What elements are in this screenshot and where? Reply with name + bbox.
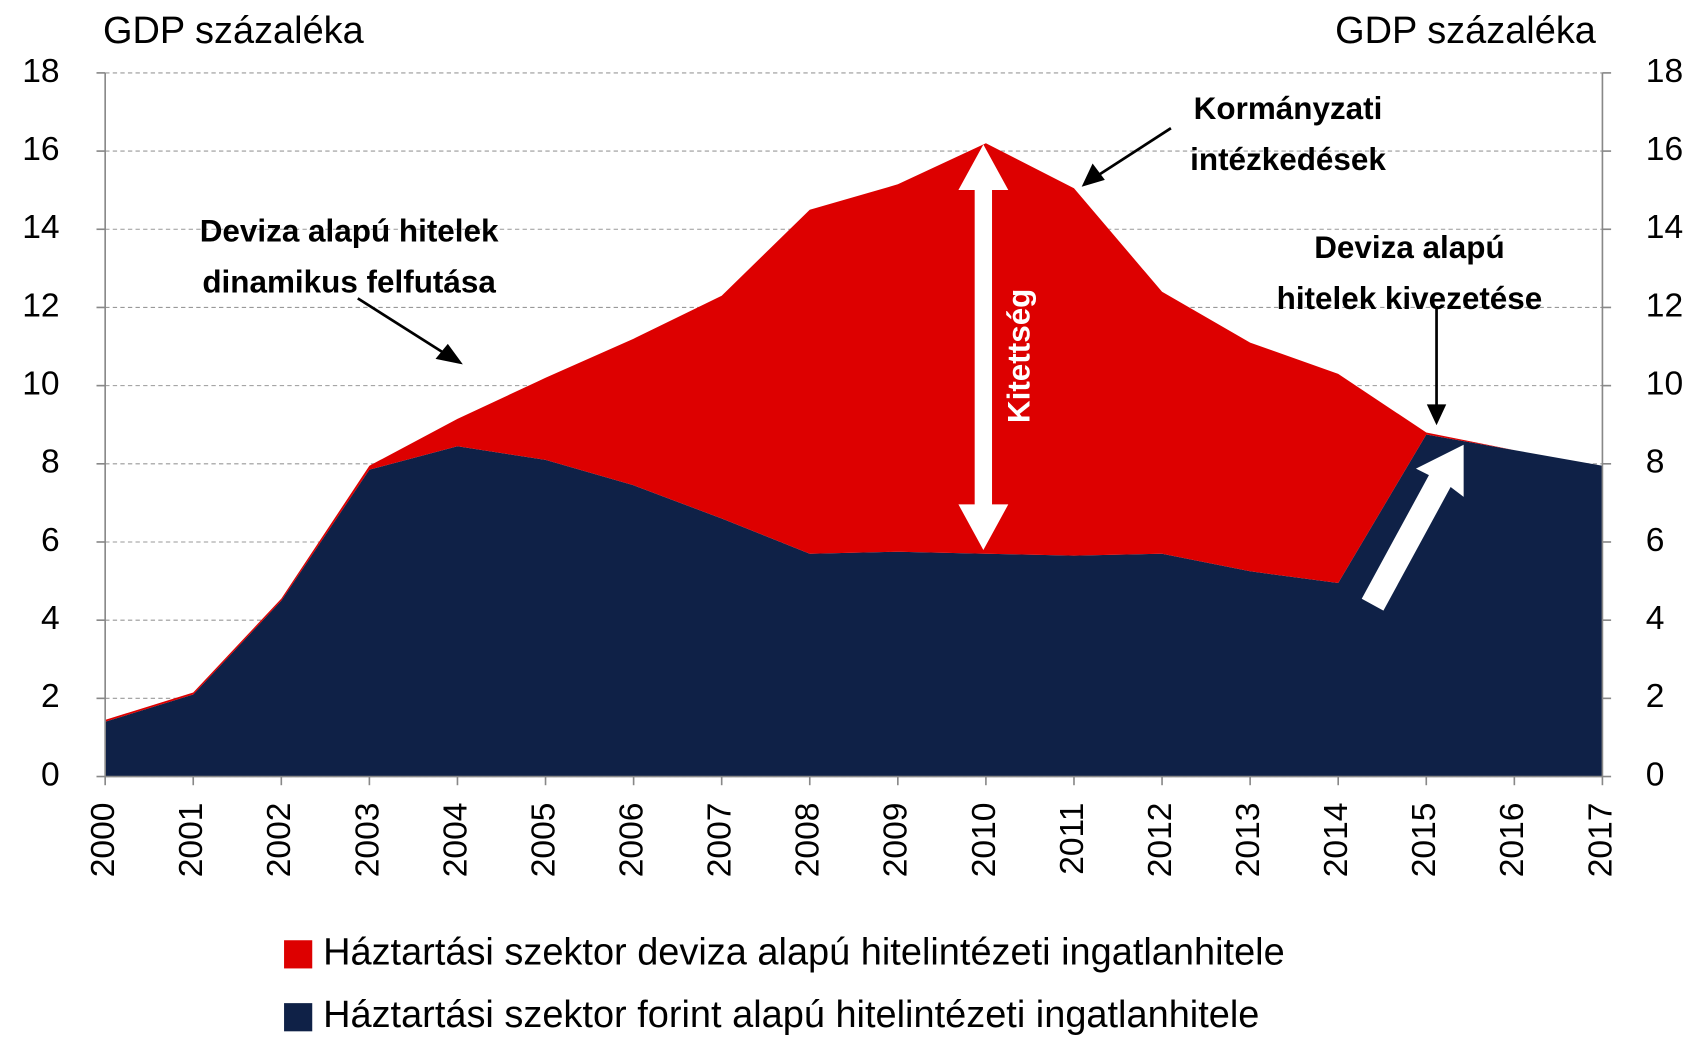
x-tick-label: 2008 [790,803,827,878]
y2-axis-label: GDP százaléka [1335,10,1597,52]
legend-label: Háztartási szektor deviza alapú hitelint… [323,931,1285,973]
y2-tick-label: 10 [1646,366,1683,403]
x-tick-label: 2006 [613,803,650,878]
arrow-head [1081,163,1105,187]
x-tick-label: 2016 [1494,803,1531,878]
x-tick-label: 2005 [525,803,562,878]
annotation: dinamikus felfutása [202,265,496,300]
y2-tick-label: 14 [1646,209,1683,246]
x-tick-label: 2010 [966,803,1003,878]
double-arrow [958,144,1009,550]
y-tick-label: 14 [22,209,59,246]
arrow [357,297,448,356]
white-arrows [958,144,1464,611]
y2-tick-label: 0 [1646,756,1665,793]
x-tick-label: 2004 [437,803,474,878]
y2-tick-label: 12 [1646,287,1683,324]
area [105,143,1603,722]
x-tick-label: 2014 [1318,803,1355,878]
x-tick-label: 2011 [1054,803,1091,875]
legend-swatch [284,940,313,969]
annotation: Kormányzati [1194,91,1383,126]
annotation: Deviza alapú [1314,230,1504,265]
up-arrow [1361,444,1464,611]
y-axis-label: GDP százaléka [103,10,365,52]
axes: 0 2 4 6 8 10 12 14 16 18 0 2 4 6 8 10 12 14 16 18 2000 2001 20… [22,53,1683,878]
y2-tick-label: 4 [1646,600,1665,637]
annotation: intézkedések [1190,142,1386,177]
y2-tick-label: 8 [1646,444,1665,481]
y-tick-label: 4 [41,600,60,637]
arrow-head [435,343,463,365]
y-tick-label: 10 [22,366,59,403]
areas [105,143,1603,777]
y-tick-label: 16 [22,131,59,168]
x-tick-label: 2001 [173,803,210,878]
x-tick-label: 2002 [261,803,298,878]
y2-tick-label: 16 [1646,131,1683,168]
y-tick-label: 0 [41,756,60,793]
arrow-head [1426,404,1447,426]
x-tick-label: 2000 [85,803,122,878]
legend-swatch [284,1003,313,1032]
x-tick-label: 2003 [349,803,386,878]
y-tick-label: 8 [41,444,60,481]
legend-label: Háztartási szektor forint alapú hitelint… [323,994,1259,1036]
y-tick-label: 12 [22,287,59,324]
y-tick-label: 2 [41,678,60,715]
area [105,434,1603,777]
y-tick-label: 18 [22,53,59,90]
x-tick-label: 2017 [1582,803,1619,878]
y2-tick-label: 6 [1646,522,1665,559]
x-tick-label: 2009 [878,803,915,878]
annotation-arrows [357,127,1447,426]
y2-tick-label: 18 [1646,53,1683,90]
annotation: Deviza alapú hitelek [200,214,499,249]
x-tick-label: 2007 [702,803,739,878]
y2-tick-label: 2 [1646,678,1665,715]
arrow [1096,127,1172,178]
x-tick-label: 2012 [1142,803,1179,878]
legend: Háztartási szektor deviza alapú hitelint… [284,931,1285,1036]
x-tick-label: 2013 [1230,803,1267,878]
annotation: hitelek kivezetése [1277,281,1543,316]
annotation: Kitettség [1002,289,1037,423]
y-tick-label: 6 [41,522,60,559]
x-tick-label: 2015 [1406,803,1443,878]
